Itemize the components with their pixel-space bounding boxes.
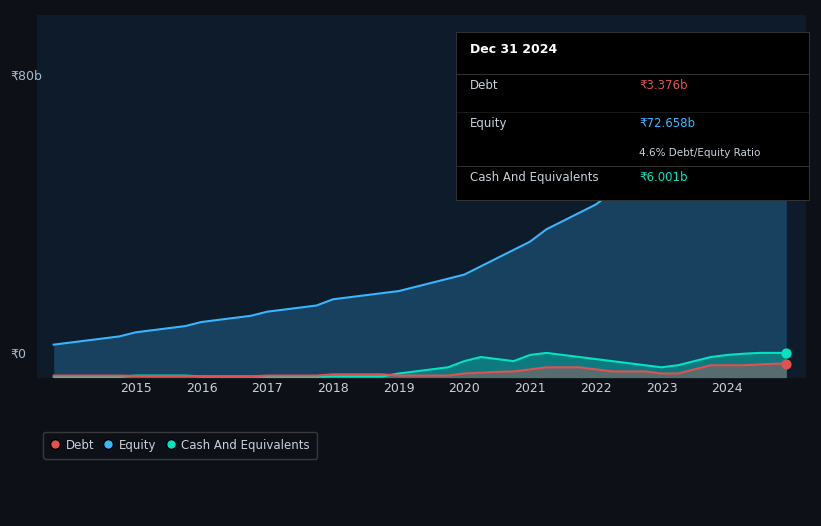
Text: ₹6.001b: ₹6.001b <box>640 171 688 184</box>
Text: ₹80b: ₹80b <box>11 70 42 83</box>
Text: ₹3.376b: ₹3.376b <box>640 79 688 92</box>
Text: Dec 31 2024: Dec 31 2024 <box>470 43 557 56</box>
Point <box>780 349 793 357</box>
Text: Cash And Equivalents: Cash And Equivalents <box>470 171 599 184</box>
Text: Debt: Debt <box>470 79 498 92</box>
Point <box>780 74 793 83</box>
Text: Equity: Equity <box>470 117 507 130</box>
Point <box>780 359 793 368</box>
Text: ₹0: ₹0 <box>11 348 26 360</box>
Legend: Debt, Equity, Cash And Equivalents: Debt, Equity, Cash And Equivalents <box>44 431 317 459</box>
Text: 4.6% Debt/Equity Ratio: 4.6% Debt/Equity Ratio <box>640 148 760 158</box>
Text: ₹72.658b: ₹72.658b <box>640 117 695 130</box>
